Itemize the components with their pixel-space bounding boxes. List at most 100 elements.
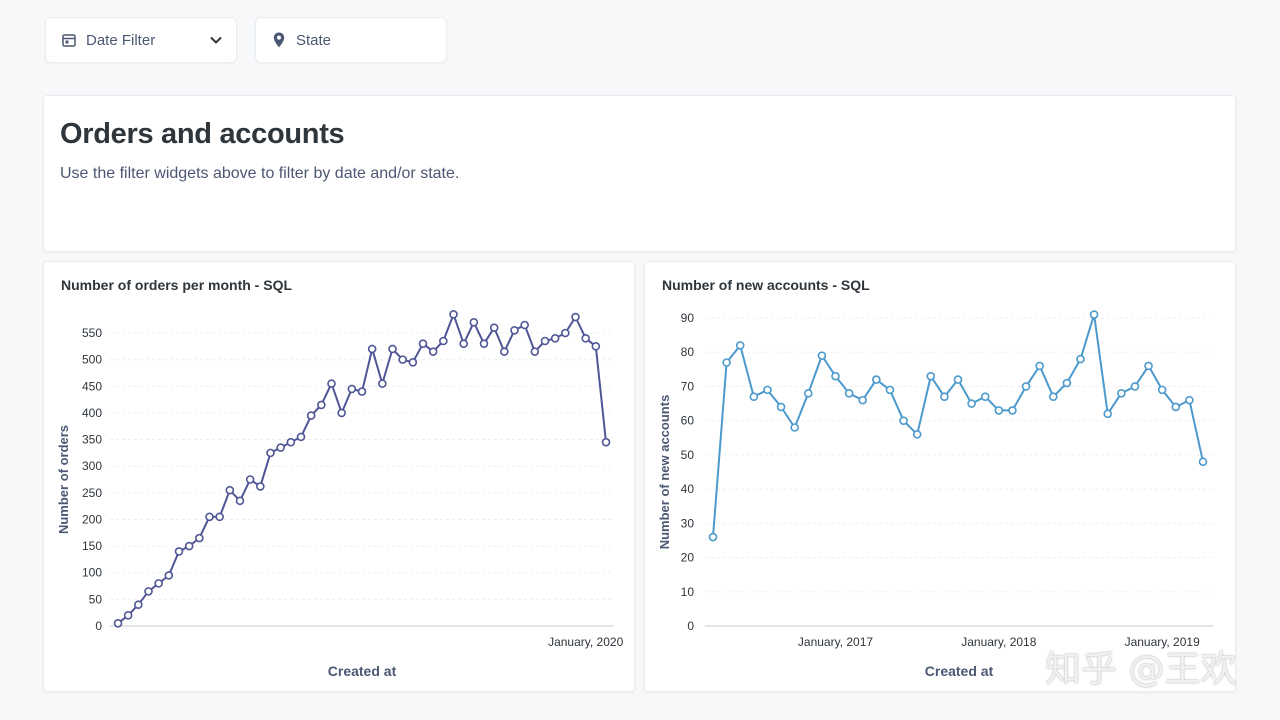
data-point — [1157, 385, 1167, 395]
data-point — [500, 347, 509, 356]
data-point — [912, 430, 922, 439]
data-point — [1035, 361, 1044, 371]
data-point — [1021, 382, 1031, 391]
data-point — [1048, 392, 1058, 402]
data-point — [1089, 310, 1099, 319]
data-point — [266, 448, 275, 458]
data-point — [926, 371, 936, 381]
state-filter-label: State — [296, 31, 332, 49]
data-point — [479, 339, 489, 348]
accounts-line-chart: 0 10 20 30 40 50 60 70 80 90 January, 2017 January,… — [657, 310, 1213, 679]
data-point — [235, 496, 245, 506]
data-point — [337, 408, 346, 418]
data-point — [286, 437, 296, 447]
x-axis-label: Created at — [328, 663, 397, 679]
location-pin-icon — [270, 31, 288, 49]
y-tick-label: 350 — [82, 433, 102, 447]
data-point — [749, 392, 759, 402]
data-point — [540, 336, 550, 346]
data-point — [245, 475, 255, 484]
orders-chart-title[interactable]: Number of orders per month - SQL — [61, 277, 293, 293]
data-point — [1130, 382, 1140, 391]
data-point — [790, 423, 799, 432]
data-point — [469, 318, 479, 327]
data-point — [378, 379, 387, 388]
data-point — [953, 375, 963, 384]
data-point — [1198, 457, 1208, 467]
data-point — [872, 375, 881, 384]
data-point — [708, 532, 718, 542]
y-tick-label: 550 — [82, 326, 102, 340]
y-tick-label: 60 — [681, 414, 695, 428]
calendar-icon — [60, 31, 78, 49]
data-point — [899, 416, 908, 425]
y-tick-label: 200 — [82, 512, 102, 526]
x-tick-label: January, 2020 — [548, 635, 623, 649]
text-card: Orders and accounts Use the filter widge… — [43, 95, 1236, 252]
y-tick-label: 90 — [681, 311, 695, 325]
data-point — [154, 579, 163, 588]
accounts-chart-title[interactable]: Number of new accounts - SQL — [662, 277, 870, 293]
y-tick-label: 250 — [82, 486, 102, 500]
data-point — [113, 619, 123, 628]
data-point — [571, 312, 580, 322]
data-point — [347, 384, 357, 394]
data-point — [317, 400, 326, 410]
data-point — [1117, 388, 1126, 398]
data-point — [1144, 361, 1153, 371]
y-tick-label: 30 — [681, 516, 695, 530]
orders-line-chart: 0 50 100 150 200 250 300 350 400 450 500 550 January… — [56, 310, 624, 679]
data-point — [530, 347, 540, 356]
data-point — [722, 358, 731, 367]
data-point — [174, 547, 184, 556]
y-tick-label: 500 — [82, 353, 102, 367]
data-point — [980, 392, 990, 402]
data-point — [520, 320, 529, 330]
data-point — [296, 432, 306, 442]
data-point — [388, 344, 397, 354]
y-tick-label: 150 — [82, 539, 102, 553]
state-filter[interactable]: State — [255, 17, 447, 63]
data-point — [831, 371, 840, 381]
x-tick-label: January, 2018 — [961, 635, 1036, 649]
y-tick-label: 50 — [89, 592, 103, 606]
data-point — [844, 388, 854, 398]
y-tick-label: 50 — [681, 448, 695, 462]
series-line — [712, 313, 1204, 538]
data-point — [449, 310, 458, 319]
y-tick-label: 400 — [82, 406, 102, 420]
data-point — [306, 411, 316, 420]
data-point — [184, 541, 194, 551]
orders-chart-card[interactable]: 0 50 100 150 200 250 300 350 400 450 500 550 January… — [43, 261, 635, 692]
y-tick-label: 40 — [681, 482, 695, 496]
data-point — [398, 355, 407, 364]
chevron-down-icon — [210, 36, 222, 44]
x-tick-label: January, 2017 — [798, 635, 873, 649]
data-point — [489, 323, 499, 332]
data-point — [357, 387, 367, 396]
y-tick-label: 80 — [681, 345, 695, 359]
watermark: 知乎 @王欢 — [1045, 649, 1237, 690]
y-axis-label: Number of new accounts — [657, 395, 672, 550]
data-point — [205, 512, 214, 522]
accounts-chart-card[interactable]: 0 10 20 30 40 50 60 70 80 90 January, 2017 January,… — [644, 261, 1236, 692]
y-tick-label: 300 — [82, 459, 102, 473]
data-point — [1008, 406, 1017, 415]
data-point — [735, 341, 745, 350]
data-point — [439, 336, 448, 346]
data-point — [885, 385, 895, 395]
data-point — [225, 485, 235, 495]
data-point — [367, 344, 377, 354]
data-point — [144, 587, 153, 596]
data-point — [1062, 378, 1072, 388]
dashboard-title: Orders and accounts — [60, 118, 345, 150]
data-point — [123, 611, 133, 620]
series-line — [117, 313, 607, 625]
data-point — [428, 347, 438, 356]
data-point — [581, 334, 590, 343]
data-point — [1076, 354, 1085, 364]
data-point — [1185, 395, 1194, 405]
date-filter[interactable]: Date Filter — [45, 17, 237, 63]
y-tick-label: 10 — [681, 585, 695, 599]
data-point — [1171, 402, 1181, 412]
